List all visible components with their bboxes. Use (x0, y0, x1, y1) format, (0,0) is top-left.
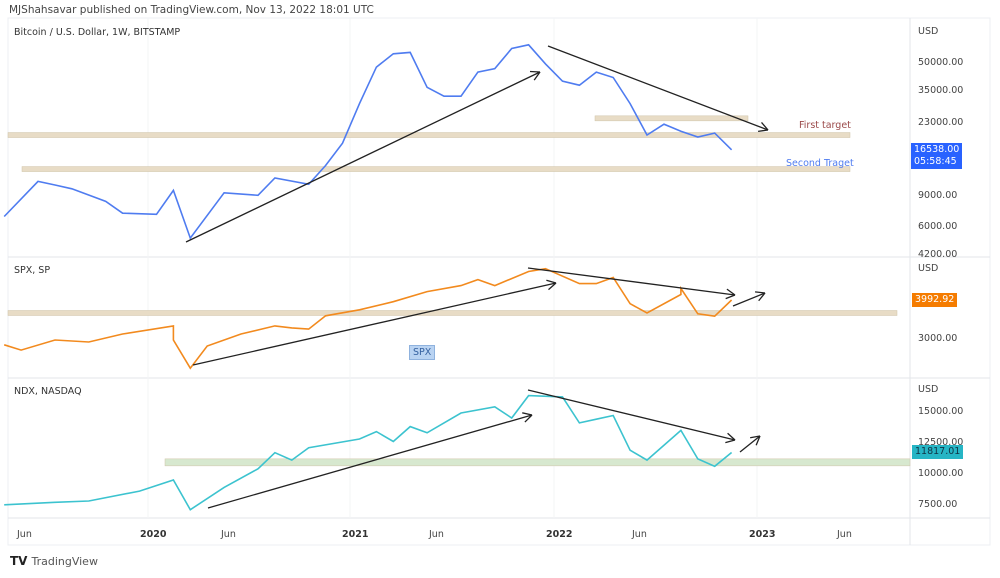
first-target-label: First target (799, 120, 851, 131)
spx-title: SPX, SP (14, 265, 51, 276)
support-zone (7, 310, 898, 316)
arrow-head (750, 435, 761, 439)
time-tick: Jun (429, 529, 444, 540)
btc-countdown: 05:58:45 (914, 156, 957, 167)
arrow-head (755, 435, 761, 446)
price-tick: 3000.00 (918, 333, 958, 344)
arrow-head (727, 432, 736, 441)
ndx-price-tag: 11817.01 (912, 445, 964, 459)
price-tick: 9000.00 (918, 190, 958, 201)
time-tick: Jun (632, 529, 647, 540)
price-tick: 6000.00 (918, 221, 958, 233)
time-tick: Jun (17, 529, 32, 540)
trend-arrow (207, 414, 533, 509)
ndx-title: NDX, NASDAQ (14, 386, 82, 397)
arrow-head (546, 279, 557, 284)
price-line-2 (4, 394, 733, 511)
second-target-label: Second Traget (786, 158, 854, 169)
trend-arrow (547, 45, 769, 131)
price-tick: 4200.00 (918, 249, 958, 261)
time-tick: 2023 (749, 529, 776, 540)
btc-title: Bitcoin / U.S. Dollar, 1W, BITSTAMP (14, 27, 181, 38)
arrow-head (726, 288, 736, 296)
tv-logo-icon: TV (10, 554, 28, 568)
arrow-head (529, 70, 541, 73)
support-zone (594, 115, 749, 122)
arrow-head (758, 292, 766, 302)
trend-arrow (192, 282, 557, 366)
arrow-head (725, 294, 736, 300)
trend-arrow (732, 292, 766, 307)
spx-price-tag: 3992.92 (912, 293, 958, 307)
trend-arrow (185, 71, 541, 243)
btc-last-price: 16538.00 (914, 144, 960, 155)
time-tick: Jun (837, 529, 852, 540)
arrow-head (524, 414, 533, 423)
btc-price-tag: 16538.00 05:58:45 (911, 143, 963, 169)
spx-unit: USD (918, 263, 939, 274)
trend-arrow (527, 389, 736, 441)
support-zone (164, 458, 911, 467)
support-zone (7, 132, 851, 138)
chart-frame (7, 17, 991, 546)
time-tick: 2021 (342, 529, 369, 540)
arrow-head (725, 439, 736, 444)
trend-arrow (739, 435, 761, 453)
spx-symbol-badge: SPX (409, 345, 436, 360)
price-tick: 15000.00 (918, 406, 964, 417)
arrow-head (533, 71, 541, 81)
time-tick: 2020 (140, 529, 167, 540)
price-tick: 50000.00 (918, 56, 964, 68)
arrow-head (754, 291, 766, 294)
support-zone (21, 166, 851, 172)
ndx-unit: USD (918, 384, 939, 395)
time-tick: 2022 (546, 529, 573, 540)
price-tick: 12500.00 (918, 437, 964, 448)
price-line-0 (3, 43, 733, 240)
trend-arrow (527, 267, 736, 296)
arrow-head (761, 121, 769, 131)
arrow-head (522, 412, 533, 416)
time-tick: Jun (221, 529, 236, 540)
tradingview-logo: TV TradingView (10, 554, 98, 568)
price-tick: 23000.00 (918, 117, 964, 129)
footer-brand: TradingView (31, 554, 98, 568)
arrow-head (758, 129, 769, 132)
btc-unit: USD (918, 26, 939, 37)
price-line-1 (3, 267, 733, 370)
price-tick: 7500.00 (918, 499, 958, 510)
arrow-head (548, 282, 557, 291)
price-tick: 35000.00 (918, 84, 964, 96)
publish-header: MJShahsavar published on TradingView.com… (9, 4, 374, 16)
price-tick: 10000.00 (918, 468, 964, 479)
